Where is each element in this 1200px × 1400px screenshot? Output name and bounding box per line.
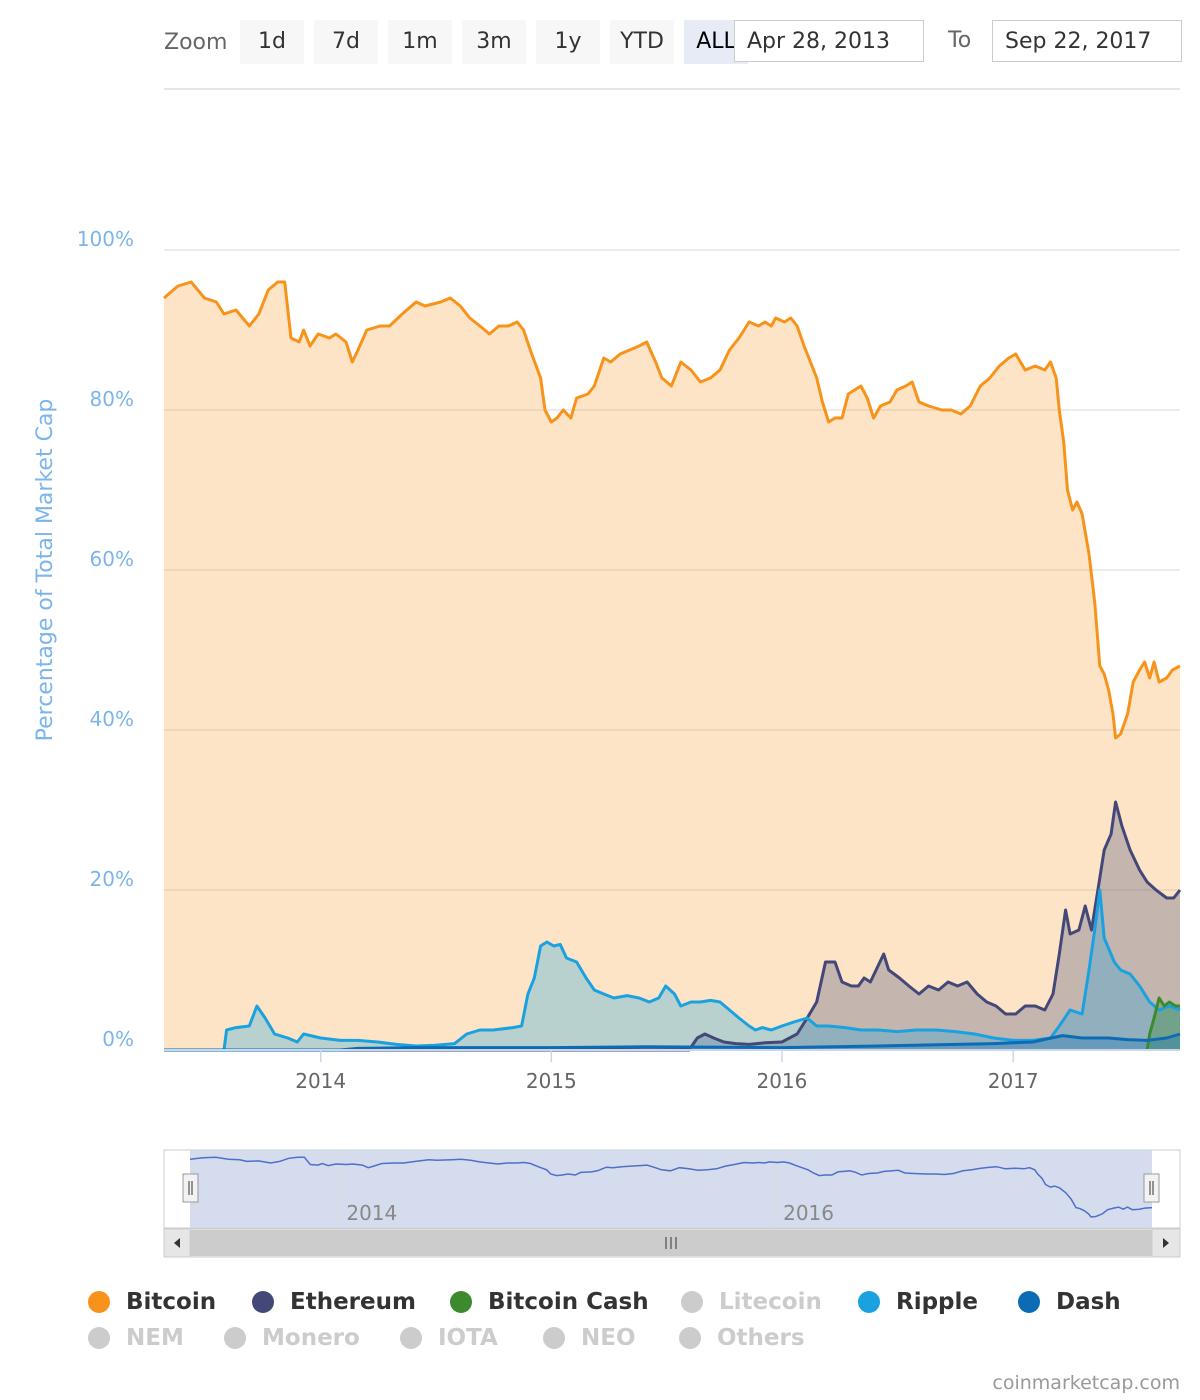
- navigator-tick-label: 2016: [783, 1201, 834, 1225]
- legend-label: Others: [717, 1325, 805, 1351]
- legend-label: Bitcoin: [126, 1289, 217, 1315]
- x-tick-label: 2016: [756, 1069, 807, 1093]
- zoom-button-1m[interactable]: 1m: [388, 20, 452, 64]
- navigator-right-handle-box[interactable]: [1143, 1173, 1160, 1203]
- legend-item-iota[interactable]: IOTA: [400, 1320, 498, 1356]
- y-axis-ticks: 0% 20% 40% 60% 80% 100%: [77, 227, 134, 1051]
- series-line-bitcoin: [163, 280, 1181, 740]
- zoom-button-ytd[interactable]: YTD: [610, 20, 674, 64]
- legend-marker: [543, 1327, 565, 1349]
- market-cap-chart: 0% 20% 40% 60% 80% 100% 2014 2015 2016 2017 Perc…: [33, 88, 1182, 1258]
- legend-label: Bitcoin Cash: [488, 1289, 649, 1315]
- legend-marker: [679, 1327, 701, 1349]
- series-line-dash: [164, 1032, 1181, 1052]
- x-tick-label: 2014: [295, 1069, 346, 1093]
- arrow-right-icon: [1163, 1238, 1169, 1248]
- legend-label: Litecoin: [719, 1289, 822, 1315]
- range-selector: Zoom 1d 7d 1m 3m 1y YTD ALL To: [0, 0, 1200, 90]
- navigator-tick-label: 2014: [346, 1201, 397, 1225]
- scrollbar[interactable]: [163, 1228, 1181, 1258]
- zoom-button-7d[interactable]: 7d: [314, 20, 378, 64]
- legend-marker: [224, 1327, 246, 1349]
- legend-marker: [681, 1291, 703, 1313]
- y-tick-label: 60%: [90, 547, 134, 571]
- legend-item-neo[interactable]: NEO: [543, 1320, 636, 1356]
- legend-item-bitcoin[interactable]: Bitcoin: [88, 1284, 216, 1320]
- legend-item-litecoin[interactable]: Litecoin: [681, 1284, 822, 1320]
- legend: Bitcoin Ethereum Bitcoin Cash Litecoin R…: [0, 1284, 1200, 1364]
- legend-marker: [88, 1327, 110, 1349]
- arrow-left-icon: [174, 1238, 180, 1248]
- legend-item-dash[interactable]: Dash: [1018, 1284, 1121, 1320]
- legend-marker: [858, 1291, 880, 1313]
- legend-label: NEM: [126, 1325, 184, 1351]
- zoom-button-3m[interactable]: 3m: [462, 20, 526, 64]
- legend-item-ripple[interactable]: Ripple: [858, 1284, 978, 1320]
- credit-link[interactable]: coinmarketcap.com: [992, 1372, 1180, 1394]
- navigator[interactable]: 2014 2016: [163, 1149, 1181, 1229]
- navigator-right-handle[interactable]: [1143, 1173, 1160, 1203]
- legend-label: Monero: [262, 1325, 360, 1351]
- y-tick-label: 20%: [90, 867, 134, 891]
- legend-item-bitcoin-cash[interactable]: Bitcoin Cash: [450, 1284, 649, 1320]
- legend-marker: [252, 1291, 274, 1313]
- zoom-button-1d[interactable]: 1d: [240, 20, 304, 64]
- series-area-ripple: [164, 890, 1180, 1050]
- x-axis-ticks: 2014 2015 2016 2017: [295, 1050, 1039, 1093]
- navigator-series-line: [189, 1156, 1153, 1218]
- y-tick-label: 100%: [77, 227, 134, 251]
- y-tick-label: 80%: [90, 387, 134, 411]
- series-area-ethereum: [164, 802, 1180, 1050]
- legend-label: NEO: [581, 1325, 636, 1351]
- zoom-label: Zoom: [164, 30, 228, 55]
- to-label: To: [948, 28, 972, 53]
- series-lines: [163, 280, 1182, 1052]
- series-line-bitcoin-cash: [1145, 996, 1180, 1051]
- navigator-selection[interactable]: [190, 1150, 1152, 1228]
- series-line-ripple: [164, 888, 1181, 1052]
- series-areas: [164, 282, 1180, 1050]
- from-date-input[interactable]: [734, 20, 924, 62]
- y-tick-label: 0%: [102, 1027, 134, 1051]
- legend-item-nem[interactable]: NEM: [88, 1320, 184, 1356]
- to-date-input[interactable]: [992, 20, 1182, 62]
- legend-item-monero[interactable]: Monero: [224, 1320, 360, 1356]
- grid-lines: [164, 249, 1180, 891]
- navigator-left-handle[interactable]: [182, 1173, 199, 1203]
- zoom-button-1y[interactable]: 1y: [536, 20, 600, 64]
- legend-label: Dash: [1056, 1289, 1121, 1315]
- series-line-ethereum: [164, 800, 1182, 1052]
- y-tick-label: 40%: [90, 707, 134, 731]
- legend-marker: [450, 1291, 472, 1313]
- x-tick-label: 2015: [526, 1069, 577, 1093]
- legend-marker: [1018, 1291, 1040, 1313]
- legend-label: Ripple: [896, 1289, 979, 1315]
- y-axis-title: Percentage of Total Market Cap: [33, 399, 58, 742]
- navigator-left-handle-box[interactable]: [182, 1173, 199, 1203]
- legend-item-others[interactable]: Others: [679, 1320, 805, 1356]
- navigator-ticks: 2014 2016: [337, 1150, 834, 1228]
- series-area-bitcoin: [164, 282, 1180, 1050]
- x-tick-label: 2017: [988, 1069, 1039, 1093]
- legend-item-ethereum[interactable]: Ethereum: [252, 1284, 416, 1320]
- legend-marker: [400, 1327, 422, 1349]
- legend-label: IOTA: [438, 1325, 498, 1351]
- legend-marker: [88, 1291, 110, 1313]
- legend-label: Ethereum: [290, 1289, 416, 1315]
